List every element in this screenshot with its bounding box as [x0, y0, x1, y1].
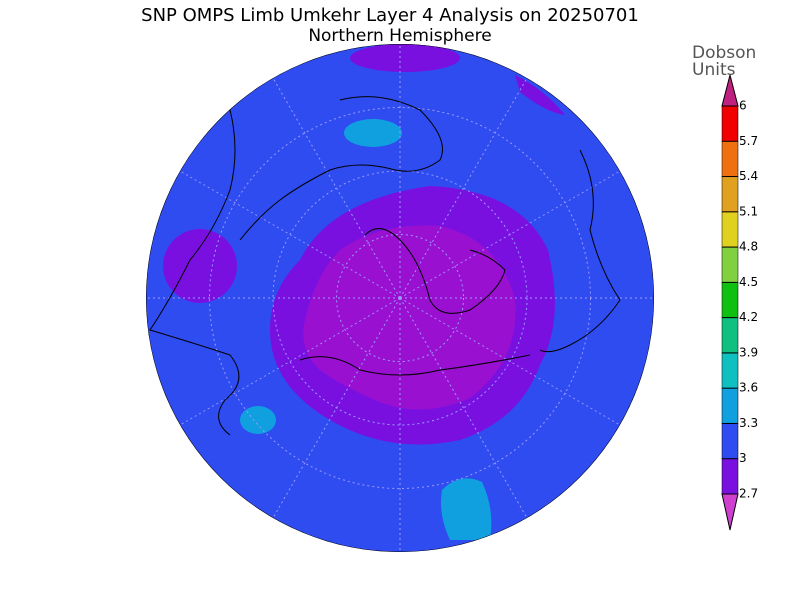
contour-region	[344, 119, 402, 147]
colorbar-tick-label: 3.9	[739, 345, 758, 359]
colorbar-under	[721, 493, 739, 531]
colorbar-band	[721, 387, 739, 424]
meridian	[399, 77, 528, 299]
colorbar: 2.7 3 3.3 3.6 3.9 4.2 4.5 4.8 5.1 5.4 5.7 6	[721, 74, 758, 531]
colorbar-band	[721, 211, 739, 248]
colorbar-band	[721, 176, 739, 213]
colorbar-tick-label: 2.7	[739, 487, 758, 501]
coastline	[539, 149, 621, 353]
colorbar-tick-label: 4.8	[739, 240, 758, 254]
colorbar-tick-label: 4.5	[739, 275, 758, 289]
colorbar-tick-label: 4.2	[739, 310, 758, 324]
coastline	[364, 228, 506, 314]
colorbar-band	[721, 317, 739, 354]
coastline	[299, 354, 531, 376]
colorbar-band	[721, 458, 739, 495]
meridian	[179, 170, 401, 299]
colorbar-band	[721, 105, 739, 142]
coastline	[149, 109, 240, 436]
contour-region	[441, 478, 492, 540]
colorbar-band	[721, 141, 739, 177]
contour-region	[350, 44, 460, 72]
contour-region	[515, 75, 565, 115]
coastline	[239, 96, 443, 241]
subtitle: Northern Hemisphere	[308, 26, 491, 46]
colorbar-label: Units	[692, 60, 736, 80]
contour-region	[163, 229, 237, 303]
colorbar-band	[721, 282, 739, 318]
colorbar-tick-label: 5.7	[739, 134, 758, 148]
colorbar-label: Dobson	[692, 43, 756, 63]
meridian	[179, 297, 401, 426]
title: SNP OMPS Limb Umkehr Layer 4 Analysis on…	[141, 5, 639, 26]
contour-region	[240, 406, 276, 434]
graticule	[146, 44, 654, 552]
colorbar-tick-label: 3.3	[739, 416, 758, 430]
colorbar-band	[721, 352, 739, 389]
meridian	[272, 77, 401, 299]
colorbar-band	[721, 246, 739, 283]
colorbar-tick-label: 5.4	[739, 169, 758, 183]
meridian	[399, 297, 528, 519]
map-disk	[146, 44, 654, 552]
coastlines	[149, 96, 621, 436]
colorbar-tick-label: 6	[739, 99, 747, 113]
meridian	[272, 297, 401, 519]
colorbar-tick-label: 3	[739, 451, 747, 465]
colorbar-band	[721, 423, 739, 459]
meridian	[399, 170, 621, 299]
colorbar-tick-label: 5.1	[739, 204, 758, 218]
contour-region	[303, 225, 516, 410]
meridian	[399, 297, 621, 426]
latitude-circle	[336, 234, 464, 362]
colorbar-tick-label: 3.6	[739, 381, 758, 395]
